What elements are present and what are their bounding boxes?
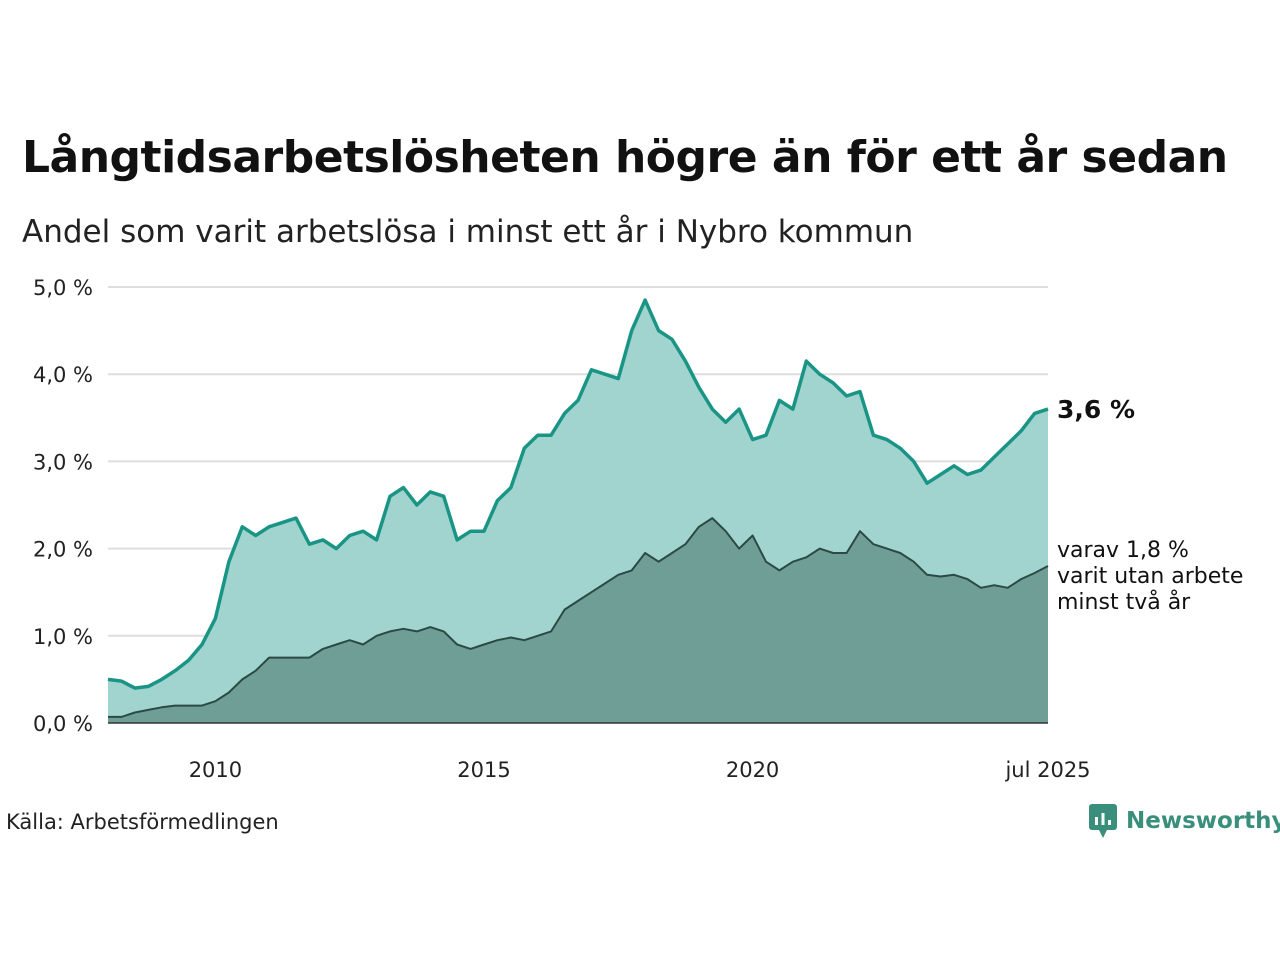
y-tick-label: 0,0 % [33,712,93,736]
series-line-sub [108,517,1049,718]
x-tick-label: 2010 [189,758,242,782]
y-tick-label: 3,0 % [33,450,93,474]
x-tick-label: 2020 [726,758,779,782]
sub-series-label-line: varit utan arbete [1057,564,1243,589]
y-tick-label: 1,0 % [33,625,93,649]
end-value-label: 3,6 % [1057,395,1135,424]
source-note: Källa: Arbetsförmedlingen [6,810,279,834]
sub-series-label-line: varav 1,8 % [1057,538,1189,563]
chart-subtitle: Andel som varit arbetslösa i minst ett å… [22,214,914,250]
y-tick-label: 2,0 % [33,538,93,562]
brand-logo: Newsworthy [1088,803,1280,839]
chart-title: Långtidsarbetslösheten högre än för ett … [22,132,1228,183]
x-tick-label: jul 2025 [1004,758,1090,782]
series-area-sub [108,518,1048,723]
y-tick-label: 5,0 % [33,276,93,300]
sub-series-label-line: minst två år [1057,589,1191,615]
newsworthy-logo-icon [1089,804,1117,838]
series-line-main [107,298,1049,690]
x-tick-label: 2015 [457,758,510,782]
y-tick-label: 4,0 % [33,363,93,387]
brand-name: Newsworthy [1126,808,1280,834]
